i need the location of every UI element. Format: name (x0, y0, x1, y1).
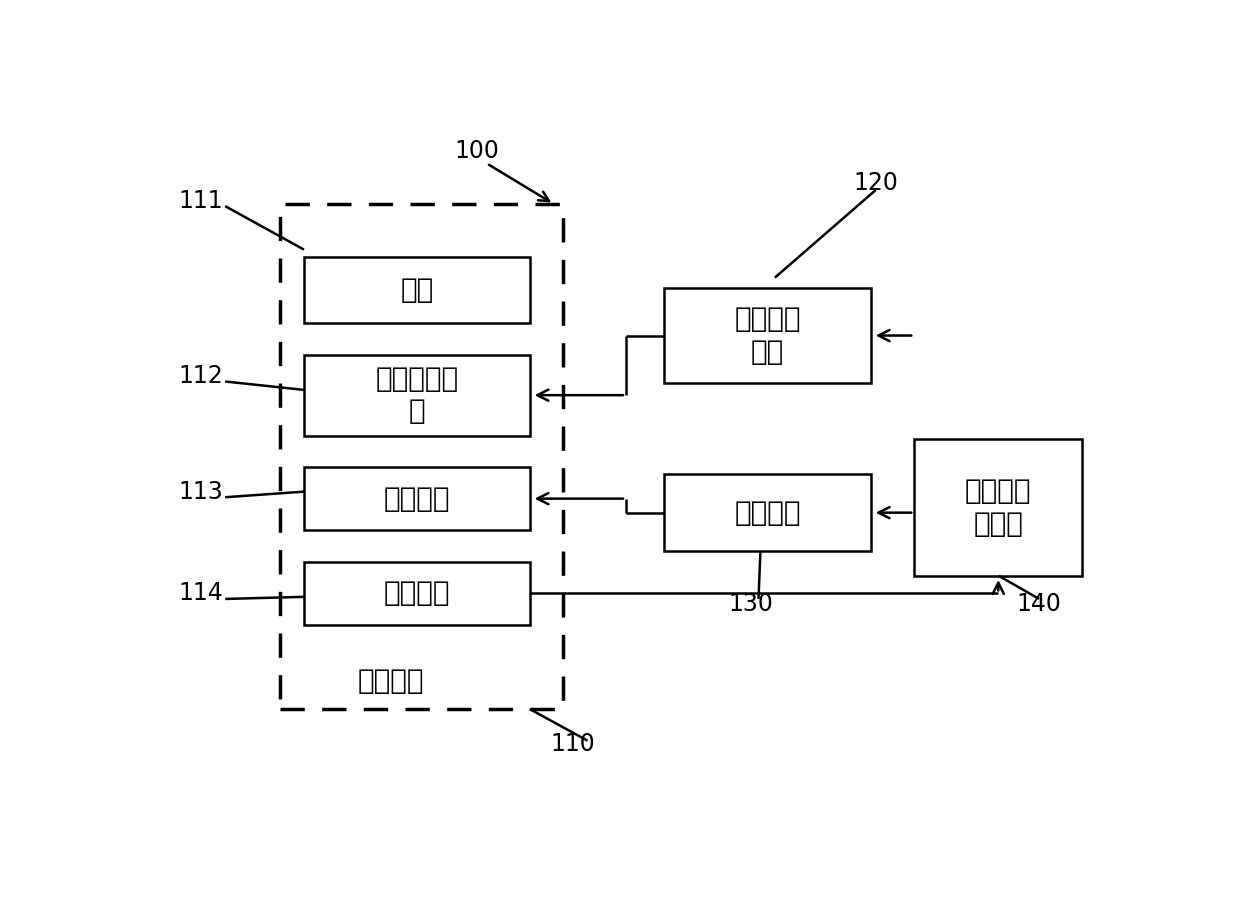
Text: 发射线圈: 发射线圈 (383, 485, 450, 513)
Text: 140: 140 (1017, 592, 1061, 616)
Bar (304, 562, 529, 625)
Text: 110: 110 (551, 732, 595, 756)
Bar (304, 467, 529, 530)
Text: 114: 114 (179, 581, 223, 605)
Text: 接收线圈: 接收线圈 (383, 579, 450, 608)
Bar (665, 474, 870, 551)
Text: 射频系统: 射频系统 (734, 498, 801, 527)
Bar (914, 439, 1083, 576)
Text: 113: 113 (179, 479, 223, 504)
Text: 磁体系统: 磁体系统 (357, 667, 424, 695)
Text: 130: 130 (728, 592, 774, 616)
Bar (304, 257, 529, 323)
Bar (665, 288, 870, 383)
Bar (304, 355, 529, 435)
Text: 100: 100 (455, 139, 500, 163)
Text: 控制及处
理系统: 控制及处 理系统 (965, 477, 1032, 537)
Text: 111: 111 (179, 189, 223, 212)
Text: 120: 120 (853, 171, 898, 195)
Text: 梯度磁场线
圈: 梯度磁场线 圈 (376, 365, 459, 425)
Text: 112: 112 (179, 363, 223, 388)
Text: 梯度磁场
系统: 梯度磁场 系统 (734, 305, 801, 365)
Text: 磁体: 磁体 (401, 276, 434, 304)
Bar (280, 204, 563, 709)
